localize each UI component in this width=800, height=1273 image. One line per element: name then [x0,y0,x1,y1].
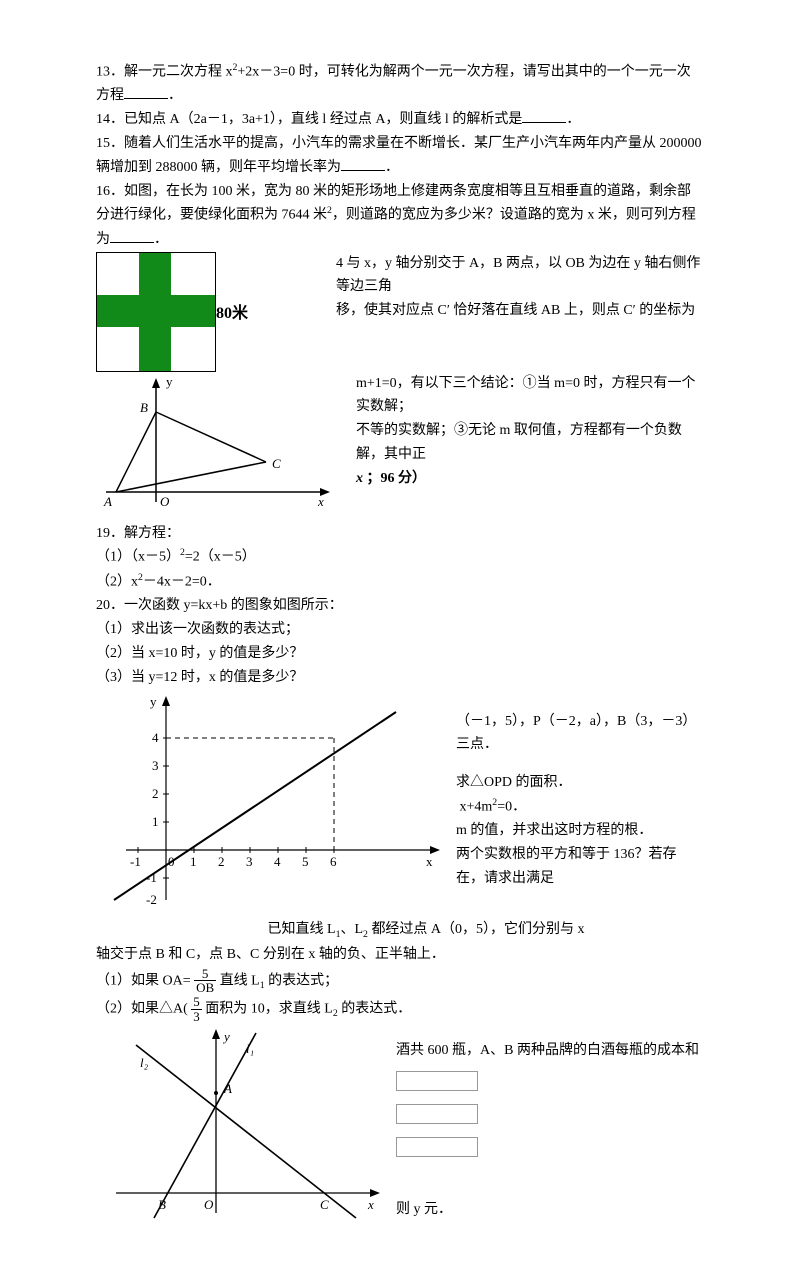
axis-x-label: x [317,494,324,509]
point-C-label: C [272,456,281,471]
origin-label: O [160,494,170,509]
question-19-1: （1）（x－5）2=2（x－5） [96,545,704,569]
q16-blank [110,228,154,243]
fig2-row: y B C A O x m+1=0，有以下三个结论：①当 m=0 时，方程只有一… [96,372,704,522]
question-20-3: （3）当 y=12 时，x 的值是多少？ [96,666,704,690]
figure-two-lines: y l₁ l₂ A B O C x [96,1023,396,1233]
question-14: 14．已知点 A（2a－1，3a+1），直线 l 经过点 A，则直线 l 的解析… [96,108,704,132]
fig4-row: y l₁ l₂ A B O C x 酒共 600 瓶，A、B 两种品牌的白酒每瓶… [96,1023,704,1233]
svg-text:1: 1 [190,854,197,869]
axis-y-label: y [166,374,173,389]
label-80m: 80米 [216,300,248,327]
svg-text:-2: -2 [146,892,157,907]
svg-text:y: y [150,694,157,709]
svg-text:A: A [223,1081,232,1096]
cell-box-3 [396,1137,478,1157]
svg-text:3: 3 [152,758,159,773]
svg-text:B: B [158,1197,166,1212]
svg-text:5: 5 [302,854,309,869]
q14-blank [522,108,566,123]
fig1-row: 80米 4 与 x，y 轴分别交于 A，B 两点，以 OB 为边在 y 轴右侧作… [96,252,704,372]
question-16: 16．如图，在长为 100 米，宽为 80 米的矩形场地上修建两条宽度相等且互相… [96,180,704,252]
svg-text:l₁: l₁ [246,1041,254,1056]
q17-fragment: 4 与 x，y 轴分别交于 A，B 两点，以 OB 为边在 y 轴右侧作等边三角… [336,252,704,323]
q15-text-b: ． [385,160,399,175]
q18-line1: m+1=0，有以下三个结论：①当 m=0 时，方程只有一个实数解； [356,372,704,420]
table-fragment-boxes [396,1069,704,1167]
figure-green-cross [96,252,216,372]
q14-text-b: ． [566,112,580,127]
q18-line2: 不等的实数解；③无论 m 取何值，方程都有一个负数解，其中正 [356,419,704,467]
svg-text:y: y [222,1029,230,1044]
figure-triangle-axes: y B C A O x [96,372,356,522]
svg-text:-1: -1 [130,854,141,869]
svg-text:2: 2 [152,786,159,801]
svg-text:4: 4 [152,730,159,745]
point-A-label: A [103,494,112,509]
svg-text:l₂: l₂ [140,1055,149,1070]
question-23-main: 已知直线 L1、L2 都经过点 A（0，5），它们分别与 x [96,918,704,943]
question-23-main2: 轴交于点 B 和 C，点 B、C 分别在 x 轴的负、正半轴上． [96,943,704,967]
question-20-head: 20．一次函数 y=kx+b 的图象如图所示： [96,594,704,618]
question-20-2: （2）当 x=10 时，y 的值是多少？ [96,642,704,666]
svg-text:C: C [320,1197,329,1212]
cell-box-1 [396,1071,478,1091]
q17-line1: 4 与 x，y 轴分别交于 A，B 两点，以 OB 为边在 y 轴右侧作等边三角 [336,252,704,300]
question-23-1: （1）如果 OA= 5 OB 直线 L1 的表达式； [96,967,704,995]
svg-text:2: 2 [218,854,225,869]
q21-line2: 求△OPD 的面积． [456,771,704,795]
svg-text:6: 6 [330,854,337,869]
q24-line2: 则 y 元． [396,1198,704,1222]
question-15: 15．随着人们生活水平的提高，小汽车的需求量在不断增长．某厂生产小汽车两年内产量… [96,132,704,180]
q13-text-a: 13．解一元二次方程 x [96,65,233,80]
question-19-head: 19．解方程： [96,522,704,546]
q21-fragment: （－1，5），P（－2，a），B（3，－3）三点． 求△OPD 的面积． x+4… [456,690,704,891]
svg-text:0: 0 [168,854,175,869]
svg-text:-1: -1 [146,870,157,885]
question-20-1: （1）求出该一次函数的表达式； [96,618,704,642]
exam-page: 13．解一元二次方程 x2+2x－3=0 时，可转化为解两个一元一次方程，请写出… [0,0,800,1273]
q17-line2: 移，使其对应点 C′ 恰好落在直线 AB 上，则点 C′ 的坐标为 [336,299,704,323]
svg-text:x: x [367,1197,374,1212]
q14-text-a: 14．已知点 A（2a－1，3a+1），直线 l 经过点 A，则直线 l 的解析… [96,112,522,127]
question-19-2: （2）x2－4x－2=0． [96,570,704,594]
q13-blank [124,84,168,99]
svg-text:O: O [204,1197,214,1212]
svg-text:4: 4 [274,854,281,869]
fraction-5-3: 5 3 [191,995,202,1023]
figure-linear-graph: y x 4 3 2 1 -1 -2 -1 0 1 2 3 4 5 6 [96,690,456,910]
q16-text-c: ． [154,232,168,247]
svg-text:3: 3 [246,854,253,869]
triangle-axes-svg: y B C A O x [96,372,356,522]
q15-blank [341,156,385,171]
q21-line4: m 的值，并求出这时方程的根． [456,819,704,843]
cell-box-2 [396,1104,478,1124]
question-23-2: （2）如果△A( 5 3 面积为 10，求直线 L2 的表达式． [96,995,704,1023]
section-heading: x ；96 分） [356,467,704,491]
q13-text-c: ． [168,88,182,103]
q21-line5: 两个实数根的平方和等于 136？若存在，请求出满足 [456,843,704,891]
figure-green-cross-wrap: 80米 [96,252,336,372]
q21-line3: x+4m2=0． [456,795,704,819]
svg-text:1: 1 [152,814,159,829]
q24-fragment: 酒共 600 瓶，A、B 两种品牌的白酒每瓶的成本和 则 y 元． [396,1023,704,1221]
q24-line1: 酒共 600 瓶，A、B 两种品牌的白酒每瓶的成本和 [396,1039,704,1063]
linear-graph-svg: y x 4 3 2 1 -1 -2 -1 0 1 2 3 4 5 6 [96,690,456,910]
q21-line1: （－1，5），P（－2，a），B（3，－3）三点． [456,710,704,758]
question-13: 13．解一元二次方程 x2+2x－3=0 时，可转化为解两个一元一次方程，请写出… [96,60,704,108]
horizontal-road [97,295,215,327]
q18-fragment: m+1=0，有以下三个结论：①当 m=0 时，方程只有一个实数解； 不等的实数解… [356,372,704,491]
point-B-label: B [140,400,148,415]
svg-text:x: x [426,854,433,869]
fraction-5-over-OB: 5 OB [194,967,216,995]
fig3-row: y x 4 3 2 1 -1 -2 -1 0 1 2 3 4 5 6 （－1，5… [96,690,704,910]
two-lines-svg: y l₁ l₂ A B O C x [96,1023,396,1233]
